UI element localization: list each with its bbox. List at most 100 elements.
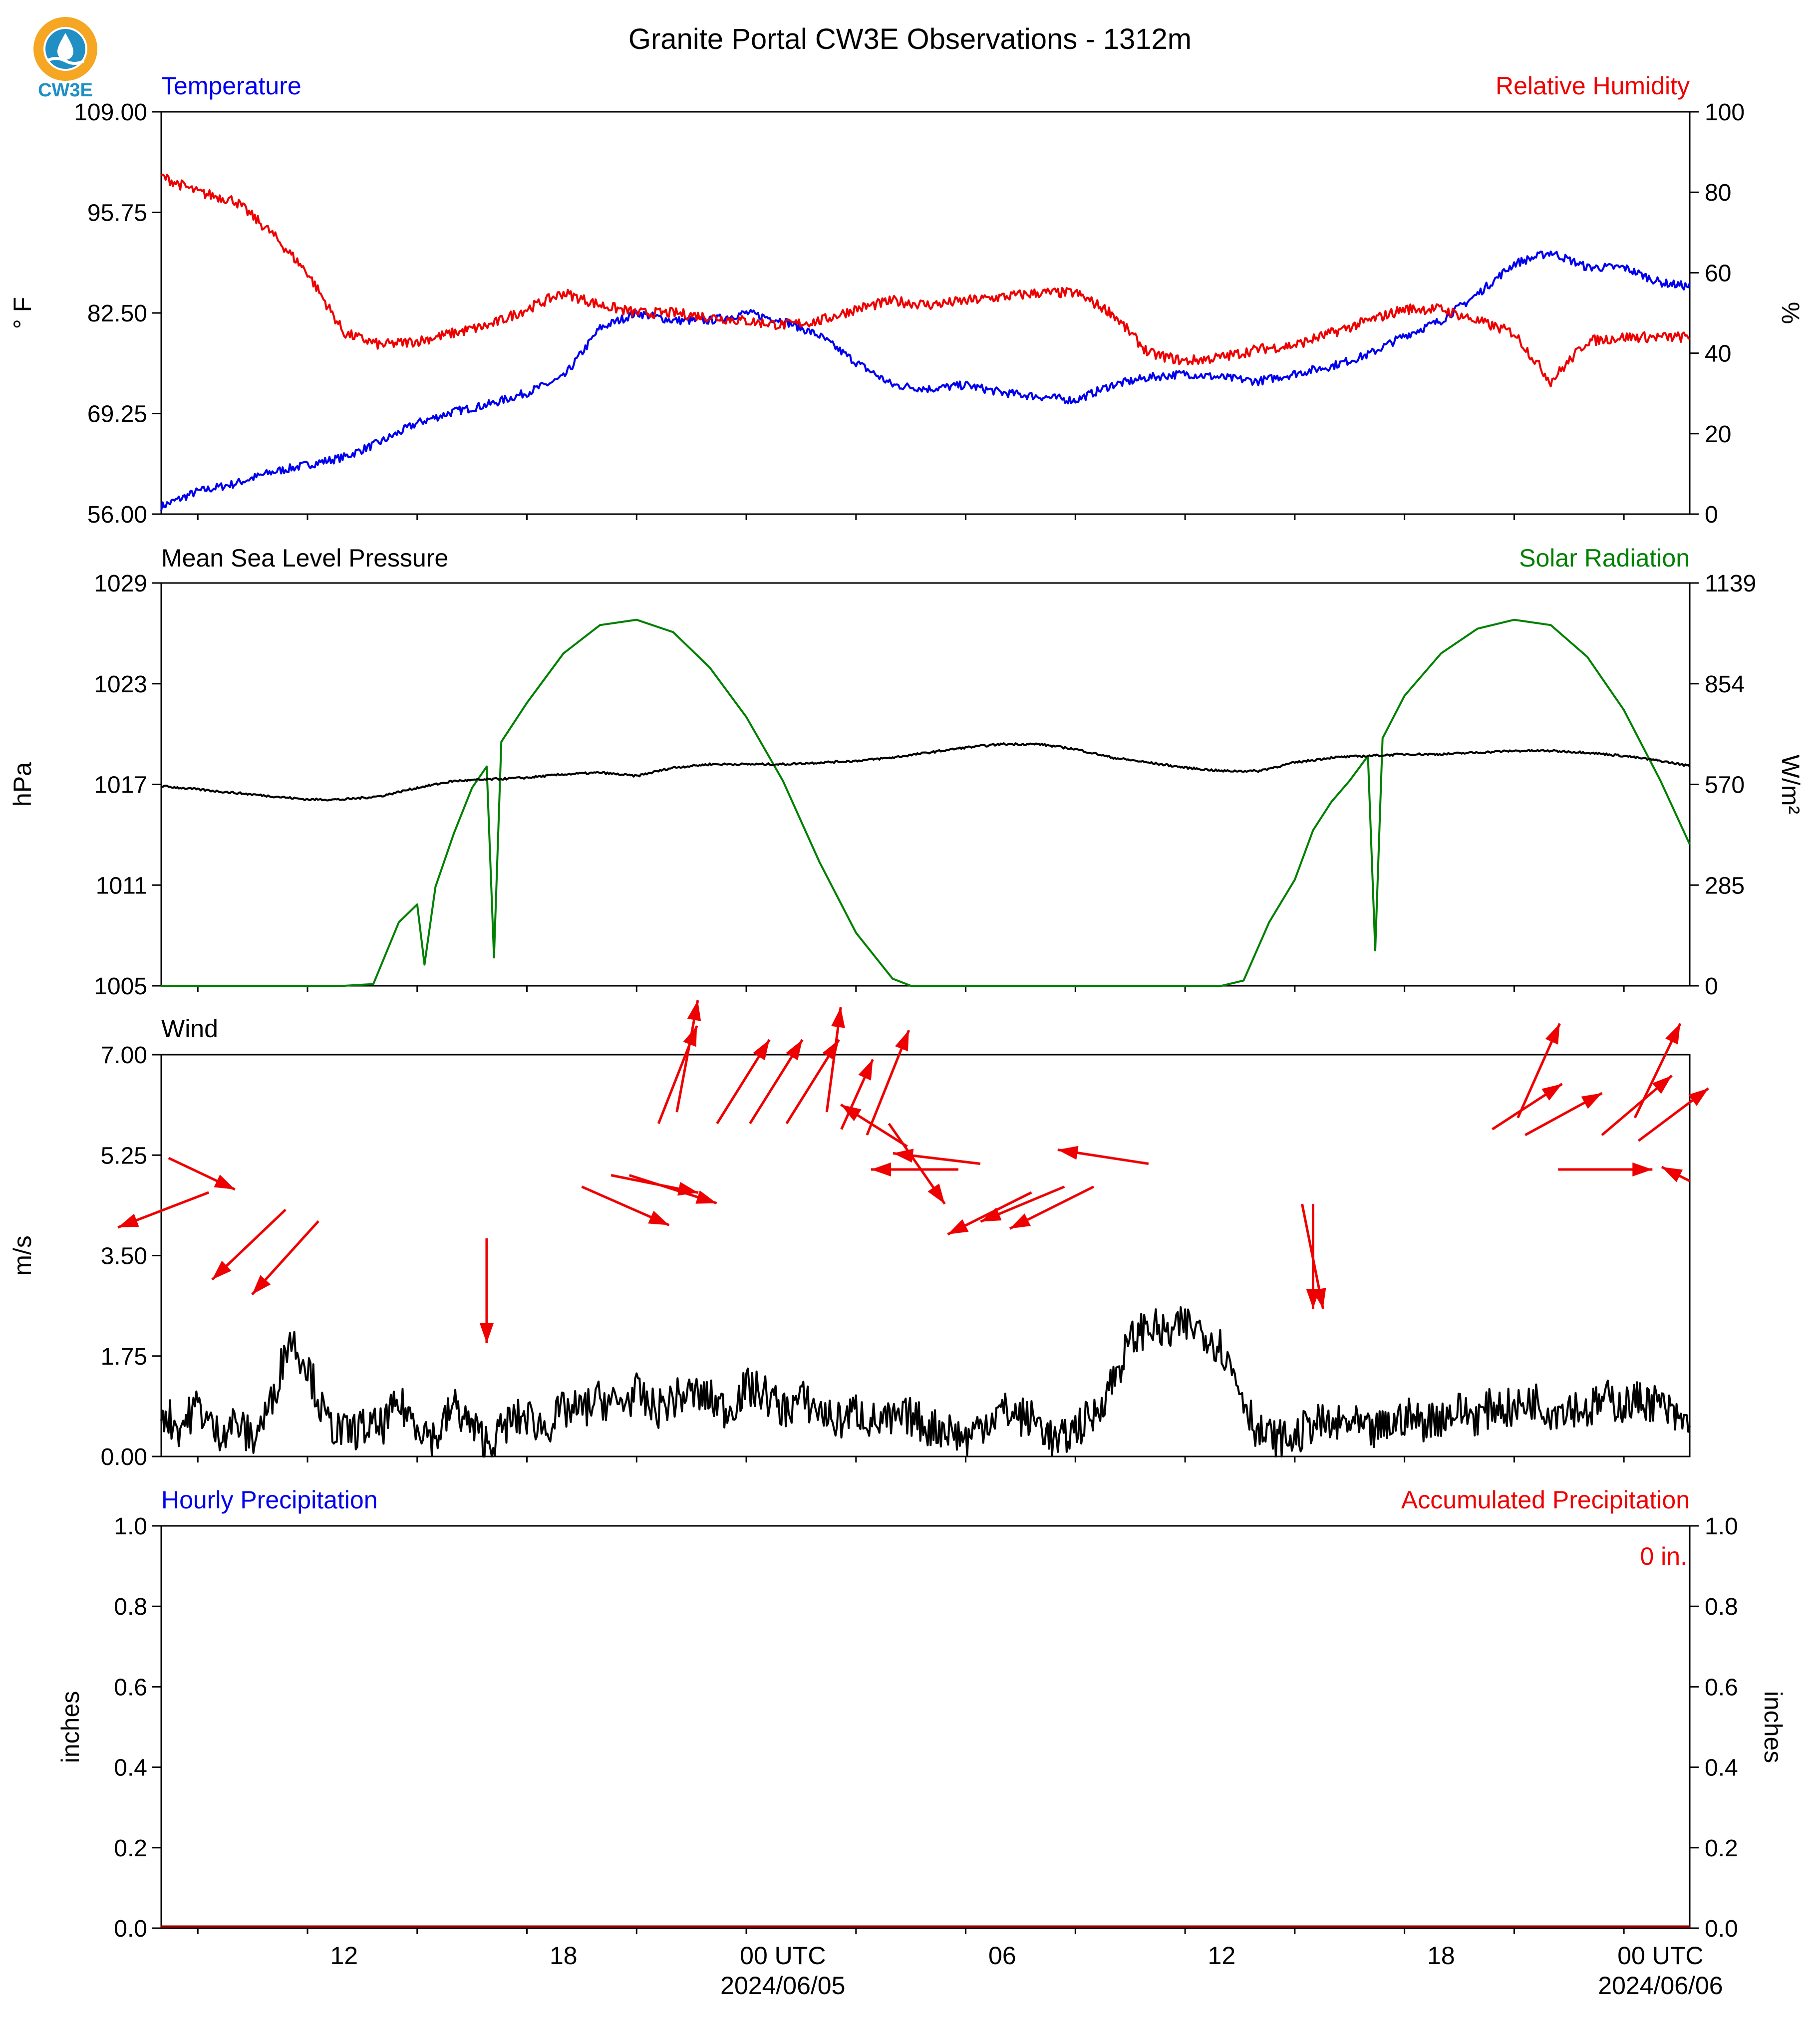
plot-frame <box>160 582 1691 987</box>
y-tick-label: 7.00 <box>101 1042 147 1069</box>
panel-pressure-solar: Mean Sea Level Pressure Solar Radiation … <box>8 544 1805 1000</box>
y-tick-label-right: 100 <box>1705 99 1745 126</box>
wind-arrow-head <box>841 1105 862 1122</box>
y-tick-label: 109.00 <box>74 99 147 126</box>
wind-arrow-head <box>786 1040 803 1061</box>
wind-arrow-head <box>895 1030 909 1052</box>
y-tick-label-right: 854 <box>1705 671 1745 698</box>
wind-arrow-head <box>753 1040 770 1061</box>
wind-arrow-head <box>1541 1084 1562 1101</box>
y-axis-label: m/s <box>8 1235 36 1276</box>
y-tick-label: 0.0 <box>114 1916 147 1942</box>
y-tick-label-right: 285 <box>1705 872 1745 899</box>
y-tick-label: 1017 <box>94 772 147 799</box>
wind-arrow-head <box>893 1149 914 1163</box>
y-tick-label-right: 0.4 <box>1705 1755 1738 1781</box>
accumulated-precip-annotation: 0 in. <box>1640 1542 1687 1570</box>
panel-title-right: Relative Humidity <box>1496 72 1690 100</box>
y-axis-label: hPa <box>8 762 36 807</box>
wind-arrow-head <box>980 1207 1002 1222</box>
y-tick-label: 0.2 <box>114 1835 147 1862</box>
y-tick-label-right: 0 <box>1705 973 1718 1000</box>
wind-arrow-head <box>212 1260 232 1280</box>
solar-radiation-line <box>161 618 1691 987</box>
panel-title-left: Wind <box>161 1015 218 1043</box>
panel-title-right: Accumulated Precipitation <box>1401 1486 1690 1514</box>
wind-arrow-head <box>1009 1213 1031 1229</box>
y-tick-label: 3.50 <box>101 1243 147 1270</box>
y-tick-label-right: 80 <box>1705 180 1731 206</box>
y-tick-label: 1029 <box>94 571 147 597</box>
y-tick-label: 0.4 <box>114 1755 147 1781</box>
x-tick-date-label: 2024/06/06 <box>1598 1972 1723 2000</box>
y-tick-label: 0.8 <box>114 1594 147 1620</box>
x-tick-label: 18 <box>1427 1942 1455 1970</box>
x-tick-label: 06 <box>988 1942 1016 1970</box>
y-tick-label-right: 0 <box>1705 502 1718 528</box>
logo-drop-icon <box>57 33 73 60</box>
y-axis-label: ° F <box>8 297 36 329</box>
x-tick-date-label: 2024/06/05 <box>720 1972 845 2000</box>
wind-arrow-head <box>1545 1023 1560 1045</box>
y-tick-label-right: 570 <box>1705 772 1745 799</box>
logo: CW3E <box>33 17 97 101</box>
wind-arrow-head <box>695 1190 717 1204</box>
y-tick-label-right: 0.0 <box>1705 1916 1738 1942</box>
panel-precipitation: Hourly Precipitation Accumulated Precipi… <box>56 1486 1787 1942</box>
logo-wave-icon <box>46 57 85 65</box>
panel-title-left: Hourly Precipitation <box>161 1486 378 1514</box>
wind-arrow-head <box>1652 1076 1672 1094</box>
wind-arrow-head <box>252 1275 271 1295</box>
y-axis-label-right: W/m² <box>1777 755 1805 814</box>
y-tick-label-right: 0.8 <box>1705 1594 1738 1620</box>
y-tick-label-right: 0.2 <box>1705 1835 1738 1862</box>
wind-arrow-head <box>927 1183 945 1204</box>
y-tick-label-right: 0.6 <box>1705 1674 1738 1701</box>
wind-arrow-head <box>687 1000 701 1021</box>
y-tick-label: 95.75 <box>87 200 147 227</box>
wind-arrow-head <box>871 1162 891 1176</box>
wind-arrow-head <box>1665 1023 1681 1045</box>
x-tick-label: 00 UTC <box>1617 1942 1703 1970</box>
y-tick-label: 0.6 <box>114 1674 147 1701</box>
plot-area-precipitation: 0.0 0.2 0.4 0.6 0.8 1.0 0.0 0.2 0.4 0.6 0.8 1.0 inch… <box>56 1513 1787 1942</box>
plot-frame <box>160 111 1691 515</box>
temperature-line <box>160 250 1691 511</box>
wind-arrow-head <box>858 1059 873 1081</box>
plot-area-temperature-humidity: 56.00 69.25 82.50 95.75 109.00 0 20 40 60 80 100 ° … <box>8 99 1805 528</box>
wind-arrow-head <box>1306 1289 1320 1309</box>
wind-arrow-head <box>118 1213 139 1227</box>
y-tick-label: 5.25 <box>101 1143 147 1169</box>
x-tick-label: 12 <box>330 1942 358 1970</box>
wind-arrow-head <box>831 1007 845 1028</box>
x-tick-label: 12 <box>1208 1942 1236 1970</box>
panel-title-left: Mean Sea Level Pressure <box>161 544 448 572</box>
wind-arrow-head <box>214 1174 235 1189</box>
plot-area-wind: 0.00 1.75 3.50 5.25 7.00 m/s <box>8 1000 1709 1470</box>
panel-temperature-humidity: Temperature Relative Humidity 56.00 69.25… <box>8 72 1805 528</box>
y-tick-label-right: 40 <box>1705 341 1731 367</box>
y-tick-label-right: 60 <box>1705 260 1731 287</box>
y-axis-label-right: inches <box>1759 1691 1787 1763</box>
wind-arrow-head <box>479 1323 494 1343</box>
wind-arrow-head <box>947 1219 969 1234</box>
wind-arrow-head <box>1057 1146 1079 1160</box>
panel-wind: Wind 0.00 1.75 3.50 5.25 7.00 m/s <box>8 1000 1709 1470</box>
x-tick-label: 18 <box>550 1942 578 1970</box>
y-tick-label: 1.75 <box>101 1344 147 1370</box>
logo-ring <box>33 17 97 81</box>
y-tick-label: 1011 <box>96 872 147 899</box>
y-tick-label-right: 1139 <box>1705 571 1756 597</box>
y-axis-label-right: % <box>1777 302 1805 324</box>
logo-text: CW3E <box>38 80 93 101</box>
y-tick-label-right: 1.0 <box>1705 1513 1738 1540</box>
plot-area-pressure-solar: 1005 1011 1017 1023 1029 0 285 570 854 1139 hPa W/m… <box>8 571 1805 1000</box>
y-tick-label: 1023 <box>94 671 147 698</box>
y-tick-label: 56.00 <box>87 502 147 528</box>
y-tick-label: 69.25 <box>87 401 147 428</box>
wind-arrow-head <box>1632 1162 1653 1176</box>
wind-arrow-head <box>1688 1088 1709 1106</box>
y-axis-label: inches <box>56 1691 84 1763</box>
